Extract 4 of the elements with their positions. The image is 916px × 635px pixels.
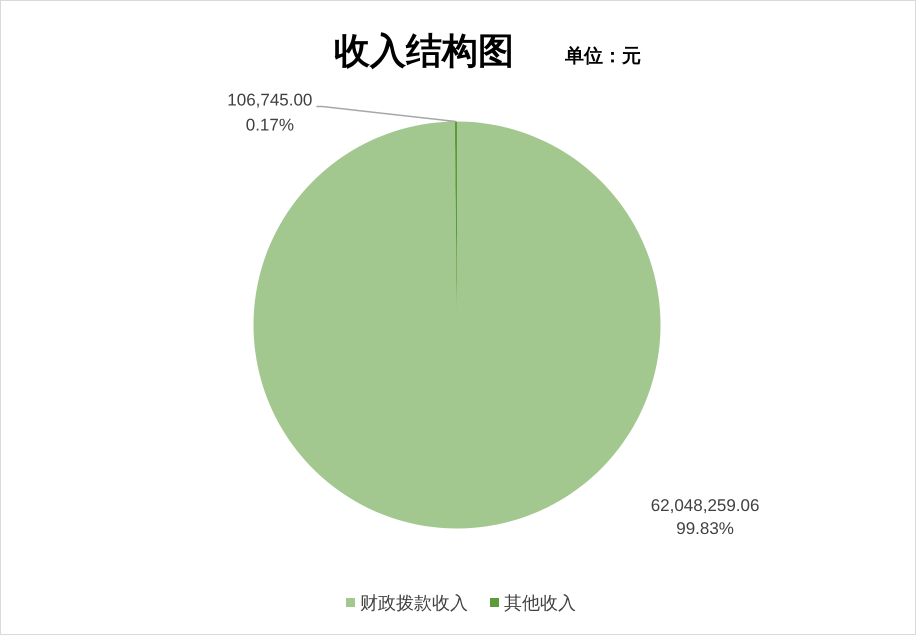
- legend-label: 其他收入: [504, 593, 576, 613]
- chart-title: 收入结构图: [334, 30, 514, 71]
- legend-label: 财政拨款收入: [360, 593, 468, 613]
- chart-subtitle: 单位：元: [564, 45, 641, 67]
